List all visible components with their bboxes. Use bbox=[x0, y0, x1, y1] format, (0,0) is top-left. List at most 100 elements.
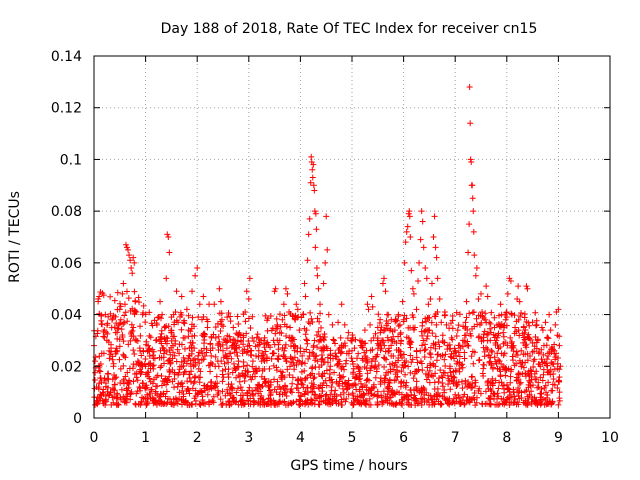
data-point bbox=[107, 293, 114, 300]
data-point bbox=[127, 396, 134, 403]
data-point bbox=[246, 384, 253, 391]
data-point bbox=[267, 397, 274, 404]
data-point bbox=[502, 339, 509, 346]
data-point bbox=[171, 375, 178, 382]
data-point bbox=[200, 293, 207, 300]
data-point bbox=[529, 395, 536, 402]
data-point bbox=[245, 387, 252, 394]
data-point bbox=[333, 393, 340, 400]
data-point bbox=[269, 325, 276, 332]
data-point bbox=[515, 283, 522, 290]
data-point bbox=[380, 354, 387, 361]
data-point bbox=[280, 301, 287, 308]
data-point bbox=[299, 381, 306, 388]
data-point bbox=[243, 288, 250, 295]
data-point bbox=[220, 336, 227, 343]
data-point bbox=[455, 322, 462, 329]
data-point bbox=[121, 301, 128, 308]
data-point bbox=[293, 398, 300, 405]
data-point bbox=[273, 367, 280, 374]
data-point bbox=[517, 379, 524, 386]
y-tick-label: 0.12 bbox=[51, 101, 82, 117]
data-point bbox=[294, 381, 301, 388]
data-point bbox=[173, 288, 180, 295]
data-point bbox=[480, 361, 487, 368]
data-point bbox=[445, 397, 452, 404]
data-point bbox=[429, 330, 436, 337]
data-point bbox=[442, 312, 449, 319]
data-point bbox=[547, 327, 554, 334]
data-point bbox=[475, 387, 482, 394]
data-point bbox=[169, 355, 176, 362]
data-point bbox=[405, 363, 412, 370]
data-point bbox=[111, 393, 118, 400]
data-point bbox=[433, 396, 440, 403]
data-point bbox=[127, 257, 134, 264]
data-point bbox=[211, 301, 218, 308]
data-point bbox=[367, 321, 374, 328]
data-point bbox=[505, 385, 512, 392]
data-point bbox=[117, 303, 124, 310]
data-point bbox=[423, 318, 430, 325]
data-point bbox=[224, 314, 231, 321]
data-point bbox=[120, 393, 127, 400]
data-point bbox=[499, 364, 506, 371]
data-point bbox=[504, 394, 511, 401]
data-point bbox=[264, 354, 271, 361]
data-point bbox=[503, 309, 510, 316]
data-point bbox=[473, 315, 480, 322]
data-point bbox=[364, 370, 371, 377]
data-point bbox=[128, 329, 135, 336]
data-point bbox=[118, 386, 125, 393]
data-point bbox=[239, 396, 246, 403]
data-point bbox=[480, 372, 487, 379]
data-point bbox=[403, 399, 410, 406]
data-point bbox=[475, 296, 482, 303]
data-point bbox=[469, 325, 476, 332]
data-point bbox=[184, 386, 191, 393]
data-point bbox=[526, 392, 533, 399]
data-point bbox=[139, 311, 146, 318]
data-point bbox=[502, 372, 509, 379]
data-point bbox=[255, 400, 262, 407]
data-point bbox=[315, 401, 322, 408]
data-point bbox=[126, 252, 133, 259]
data-point bbox=[375, 392, 382, 399]
data-point bbox=[163, 322, 170, 329]
data-point bbox=[366, 377, 373, 384]
data-point bbox=[279, 399, 286, 406]
data-point bbox=[400, 364, 407, 371]
data-point bbox=[190, 380, 197, 387]
data-point bbox=[294, 357, 301, 364]
data-point bbox=[216, 285, 223, 292]
data-point bbox=[381, 326, 388, 333]
data-point bbox=[122, 309, 129, 316]
data-point bbox=[533, 368, 540, 375]
data-point bbox=[271, 386, 278, 393]
data-point bbox=[346, 348, 353, 355]
data-point bbox=[215, 387, 222, 394]
data-point bbox=[533, 397, 540, 404]
data-point bbox=[516, 298, 523, 305]
data-point bbox=[143, 382, 150, 389]
data-point bbox=[517, 313, 524, 320]
data-point bbox=[119, 290, 126, 297]
data-point bbox=[120, 351, 127, 358]
data-point bbox=[447, 353, 454, 360]
data-point bbox=[522, 373, 529, 380]
data-point bbox=[320, 344, 327, 351]
data-point bbox=[543, 389, 550, 396]
data-point bbox=[419, 332, 426, 339]
data-point bbox=[125, 379, 132, 386]
data-point bbox=[405, 210, 412, 217]
data-point bbox=[266, 365, 273, 372]
data-point bbox=[343, 395, 350, 402]
data-point bbox=[464, 342, 471, 349]
data-point bbox=[552, 354, 559, 361]
data-point bbox=[335, 400, 342, 407]
data-point bbox=[386, 380, 393, 387]
data-point bbox=[431, 379, 438, 386]
data-point bbox=[291, 342, 298, 349]
data-point bbox=[296, 402, 303, 409]
data-point bbox=[163, 275, 170, 282]
